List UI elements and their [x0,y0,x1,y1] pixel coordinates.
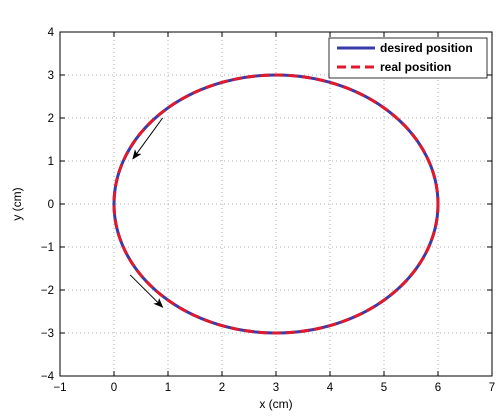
tick-labels: −1 0 1 2 3 4 5 6 7 −4 −3 −2 −1 0 1 2 3 4 [41,27,495,394]
y-tick-label: 1 [48,156,54,168]
series-layer [112,73,440,335]
ticks [59,31,493,377]
x-axis-label: x (cm) [259,397,292,411]
x-tick-label: 7 [489,382,495,394]
series-real-position [112,73,440,335]
y-tick-label: −2 [41,285,54,297]
legend-box [328,37,488,79]
y-tick-label: −3 [41,328,54,340]
y-tick-label: −1 [41,242,54,254]
y-tick-label: −4 [41,371,55,383]
y-tick-label: 4 [48,27,55,39]
legend: desired position real position [328,37,488,79]
x-tick-label: 5 [381,382,387,394]
x-tick-label: 0 [111,382,117,394]
annotation-arrow [129,274,164,308]
y-tick-label: 2 [48,113,54,125]
x-tick-label: 4 [327,382,334,394]
annotation-arrow [132,117,164,160]
y-tick-label: 3 [48,70,54,82]
x-tick-label: 1 [165,382,171,394]
y-axis-label: y (cm) [10,187,24,220]
x-tick-label: 2 [219,382,225,394]
x-tick-label: 3 [273,382,279,394]
x-tick-label: −1 [53,382,66,394]
annotation-layer [129,117,164,308]
y-tick-label: 0 [48,199,54,211]
legend-label-real-position: real position [380,60,451,74]
legend-label-desired-position: desired position [380,41,473,55]
x-tick-label: 6 [435,382,441,394]
